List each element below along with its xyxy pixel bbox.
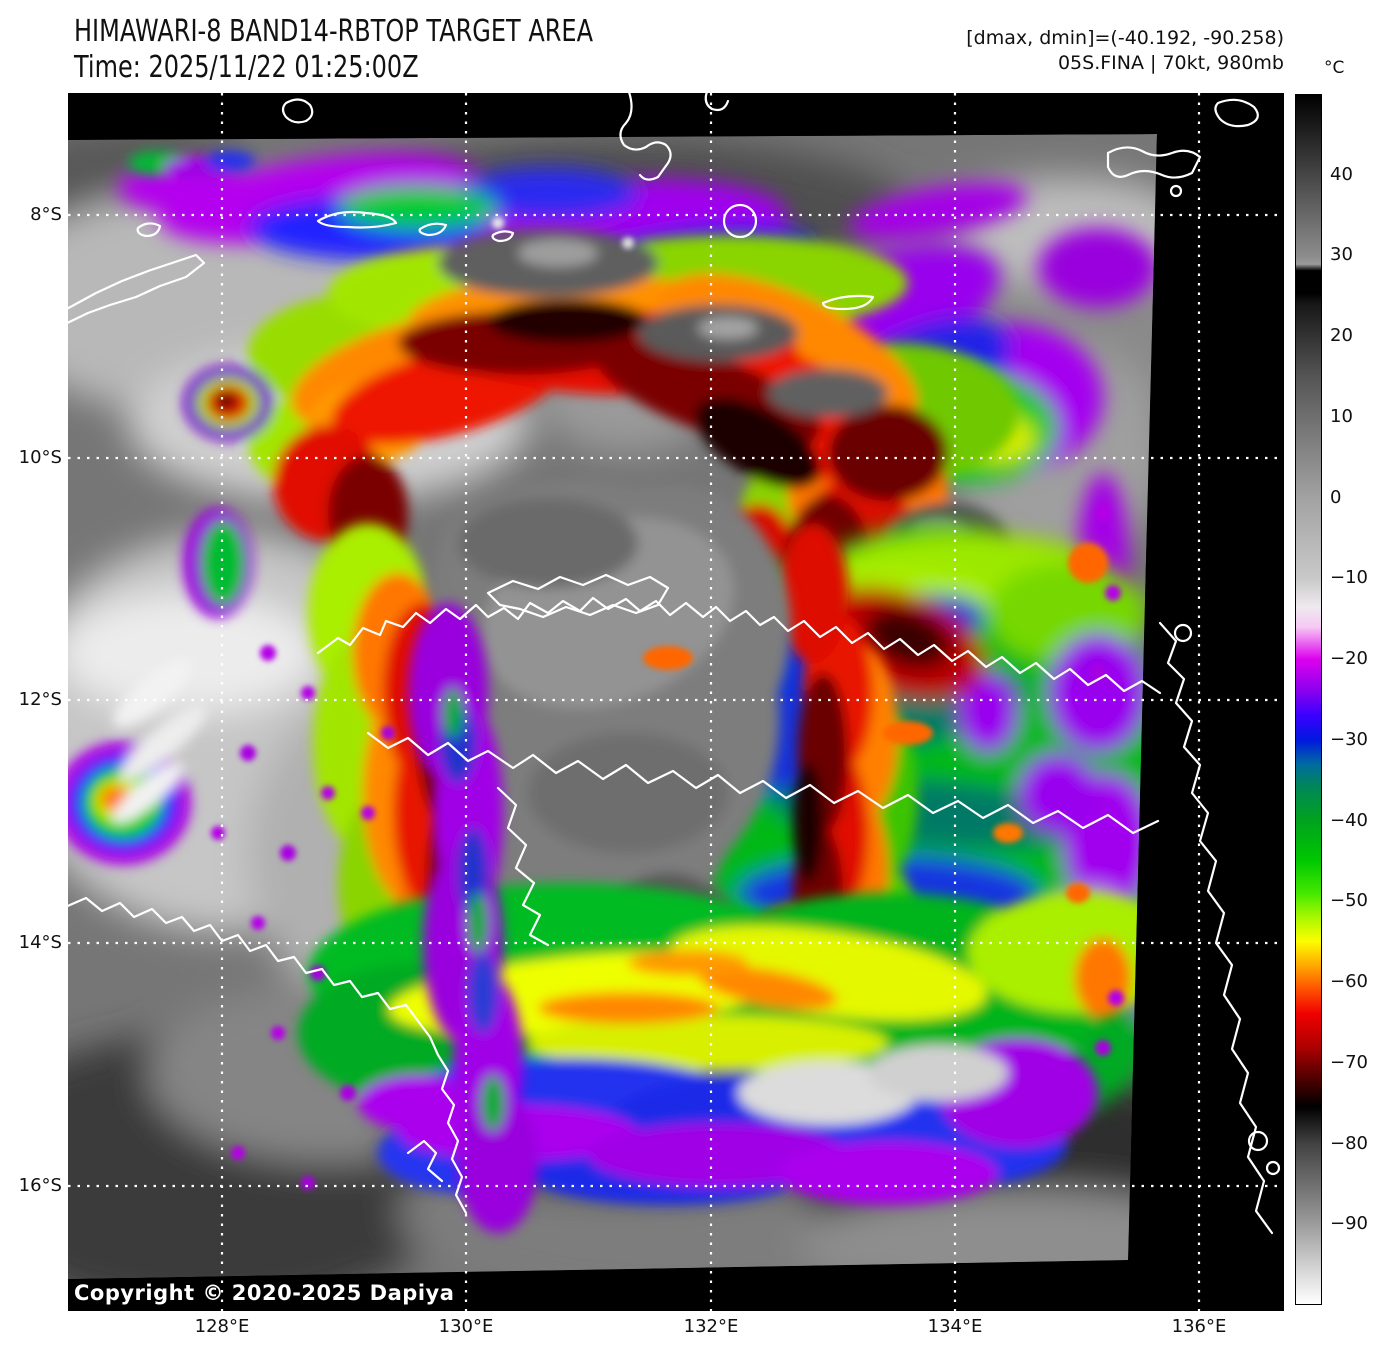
title-block: HIMAWARI-8 BAND14-RBTOP TARGET AREA Time… — [74, 14, 593, 86]
colorbar-tick-label: −10 — [1330, 567, 1368, 589]
latitude-label: 8°S — [30, 204, 62, 225]
colorbar-tick-label: −30 — [1330, 728, 1368, 750]
satellite-image — [68, 93, 1284, 1311]
colorbar-tick-label: 30 — [1330, 244, 1353, 266]
dmax-dmin-annotation: [dmax, dmin]=(-40.192, -90.258) — [966, 27, 1284, 49]
longitude-label: 128°E — [194, 1316, 250, 1337]
coastline-topright-a — [1106, 146, 1202, 179]
satellite-map: Copyright © 2020-2025 Dapiya — [68, 93, 1284, 1311]
colorbar-unit-label: °C — [1324, 58, 1345, 78]
colorbar-tick-label: 0 — [1330, 486, 1342, 508]
colorbar-tick-label: −70 — [1330, 1051, 1368, 1073]
latitude-label: 12°S — [18, 689, 62, 710]
latitude-label: 14°S — [18, 932, 62, 953]
colorbar-tick-label: −60 — [1330, 971, 1368, 993]
coastline-north-australia — [316, 596, 1162, 695]
coastline-islet-k2 — [1247, 1130, 1269, 1152]
colorbar-tick-label: 40 — [1330, 163, 1353, 185]
colorbar-tick-label: 10 — [1330, 405, 1353, 427]
west-features — [68, 151, 538, 1233]
coastline-flores — [316, 210, 398, 229]
latitude-label: 10°S — [18, 447, 62, 468]
data-swath — [68, 134, 1157, 1279]
coastline-islet-tr — [1169, 184, 1183, 198]
coastline-island-c — [491, 230, 515, 243]
annotation-block: [dmax, dmin]=(-40.192, -90.258) 05S.FINA… — [966, 26, 1284, 76]
colorbar-tick-label: 20 — [1330, 325, 1353, 347]
coastline-sulawesi-arm — [619, 93, 672, 181]
copyright-text: Copyright © 2020-2025 Dapiya — [74, 1281, 455, 1305]
coastline-kimberley — [1158, 621, 1274, 1235]
coastline-inner-south — [366, 731, 1160, 835]
coastline-melville — [486, 573, 670, 619]
coastline-island-a — [136, 222, 162, 238]
colorbar-gradient — [1295, 94, 1322, 1305]
coastlines — [68, 93, 1281, 1235]
storm-info-annotation: 05S.FINA | 70kt, 980mb — [1057, 52, 1284, 74]
gridlines — [68, 93, 1284, 1311]
coastline-islet-k3 — [1265, 1160, 1281, 1176]
coastline-round-island — [722, 203, 758, 239]
coastline-peninsula — [496, 786, 550, 947]
coastline-island-top-black — [281, 98, 314, 124]
colorbar-tick-label: −80 — [1330, 1132, 1368, 1154]
page-title: HIMAWARI-8 BAND14-RBTOP TARGET AREA — [74, 14, 594, 49]
coastline-island-b — [418, 222, 448, 237]
coastline-sulawesi-frag — [704, 93, 730, 112]
longitude-label: 136°E — [1171, 1316, 1227, 1337]
coastline-northwest-australia — [68, 896, 468, 1215]
coastline-topright-b — [1214, 98, 1259, 128]
colorbar-tick-label: −20 — [1330, 648, 1368, 670]
timestamp: Time: 2025/11/22 01:25:00Z — [74, 50, 419, 85]
copyright-bar — [68, 1281, 1284, 1311]
colorbar-tick-label: −50 — [1330, 890, 1368, 912]
longitude-label: 130°E — [438, 1316, 494, 1337]
coastline-timor — [68, 253, 206, 324]
colorbar-tick-label: −40 — [1330, 809, 1368, 831]
colorbar-tick-label: −90 — [1330, 1213, 1368, 1235]
speckle-layer — [211, 217, 1124, 1190]
coastline-islet-k1 — [1173, 623, 1193, 643]
coastline-wetar — [821, 294, 875, 311]
longitude-label: 132°E — [683, 1316, 739, 1337]
coastline-nw-spur — [406, 1139, 444, 1183]
latitude-label: 16°S — [18, 1175, 62, 1196]
longitude-label: 134°E — [927, 1316, 983, 1337]
